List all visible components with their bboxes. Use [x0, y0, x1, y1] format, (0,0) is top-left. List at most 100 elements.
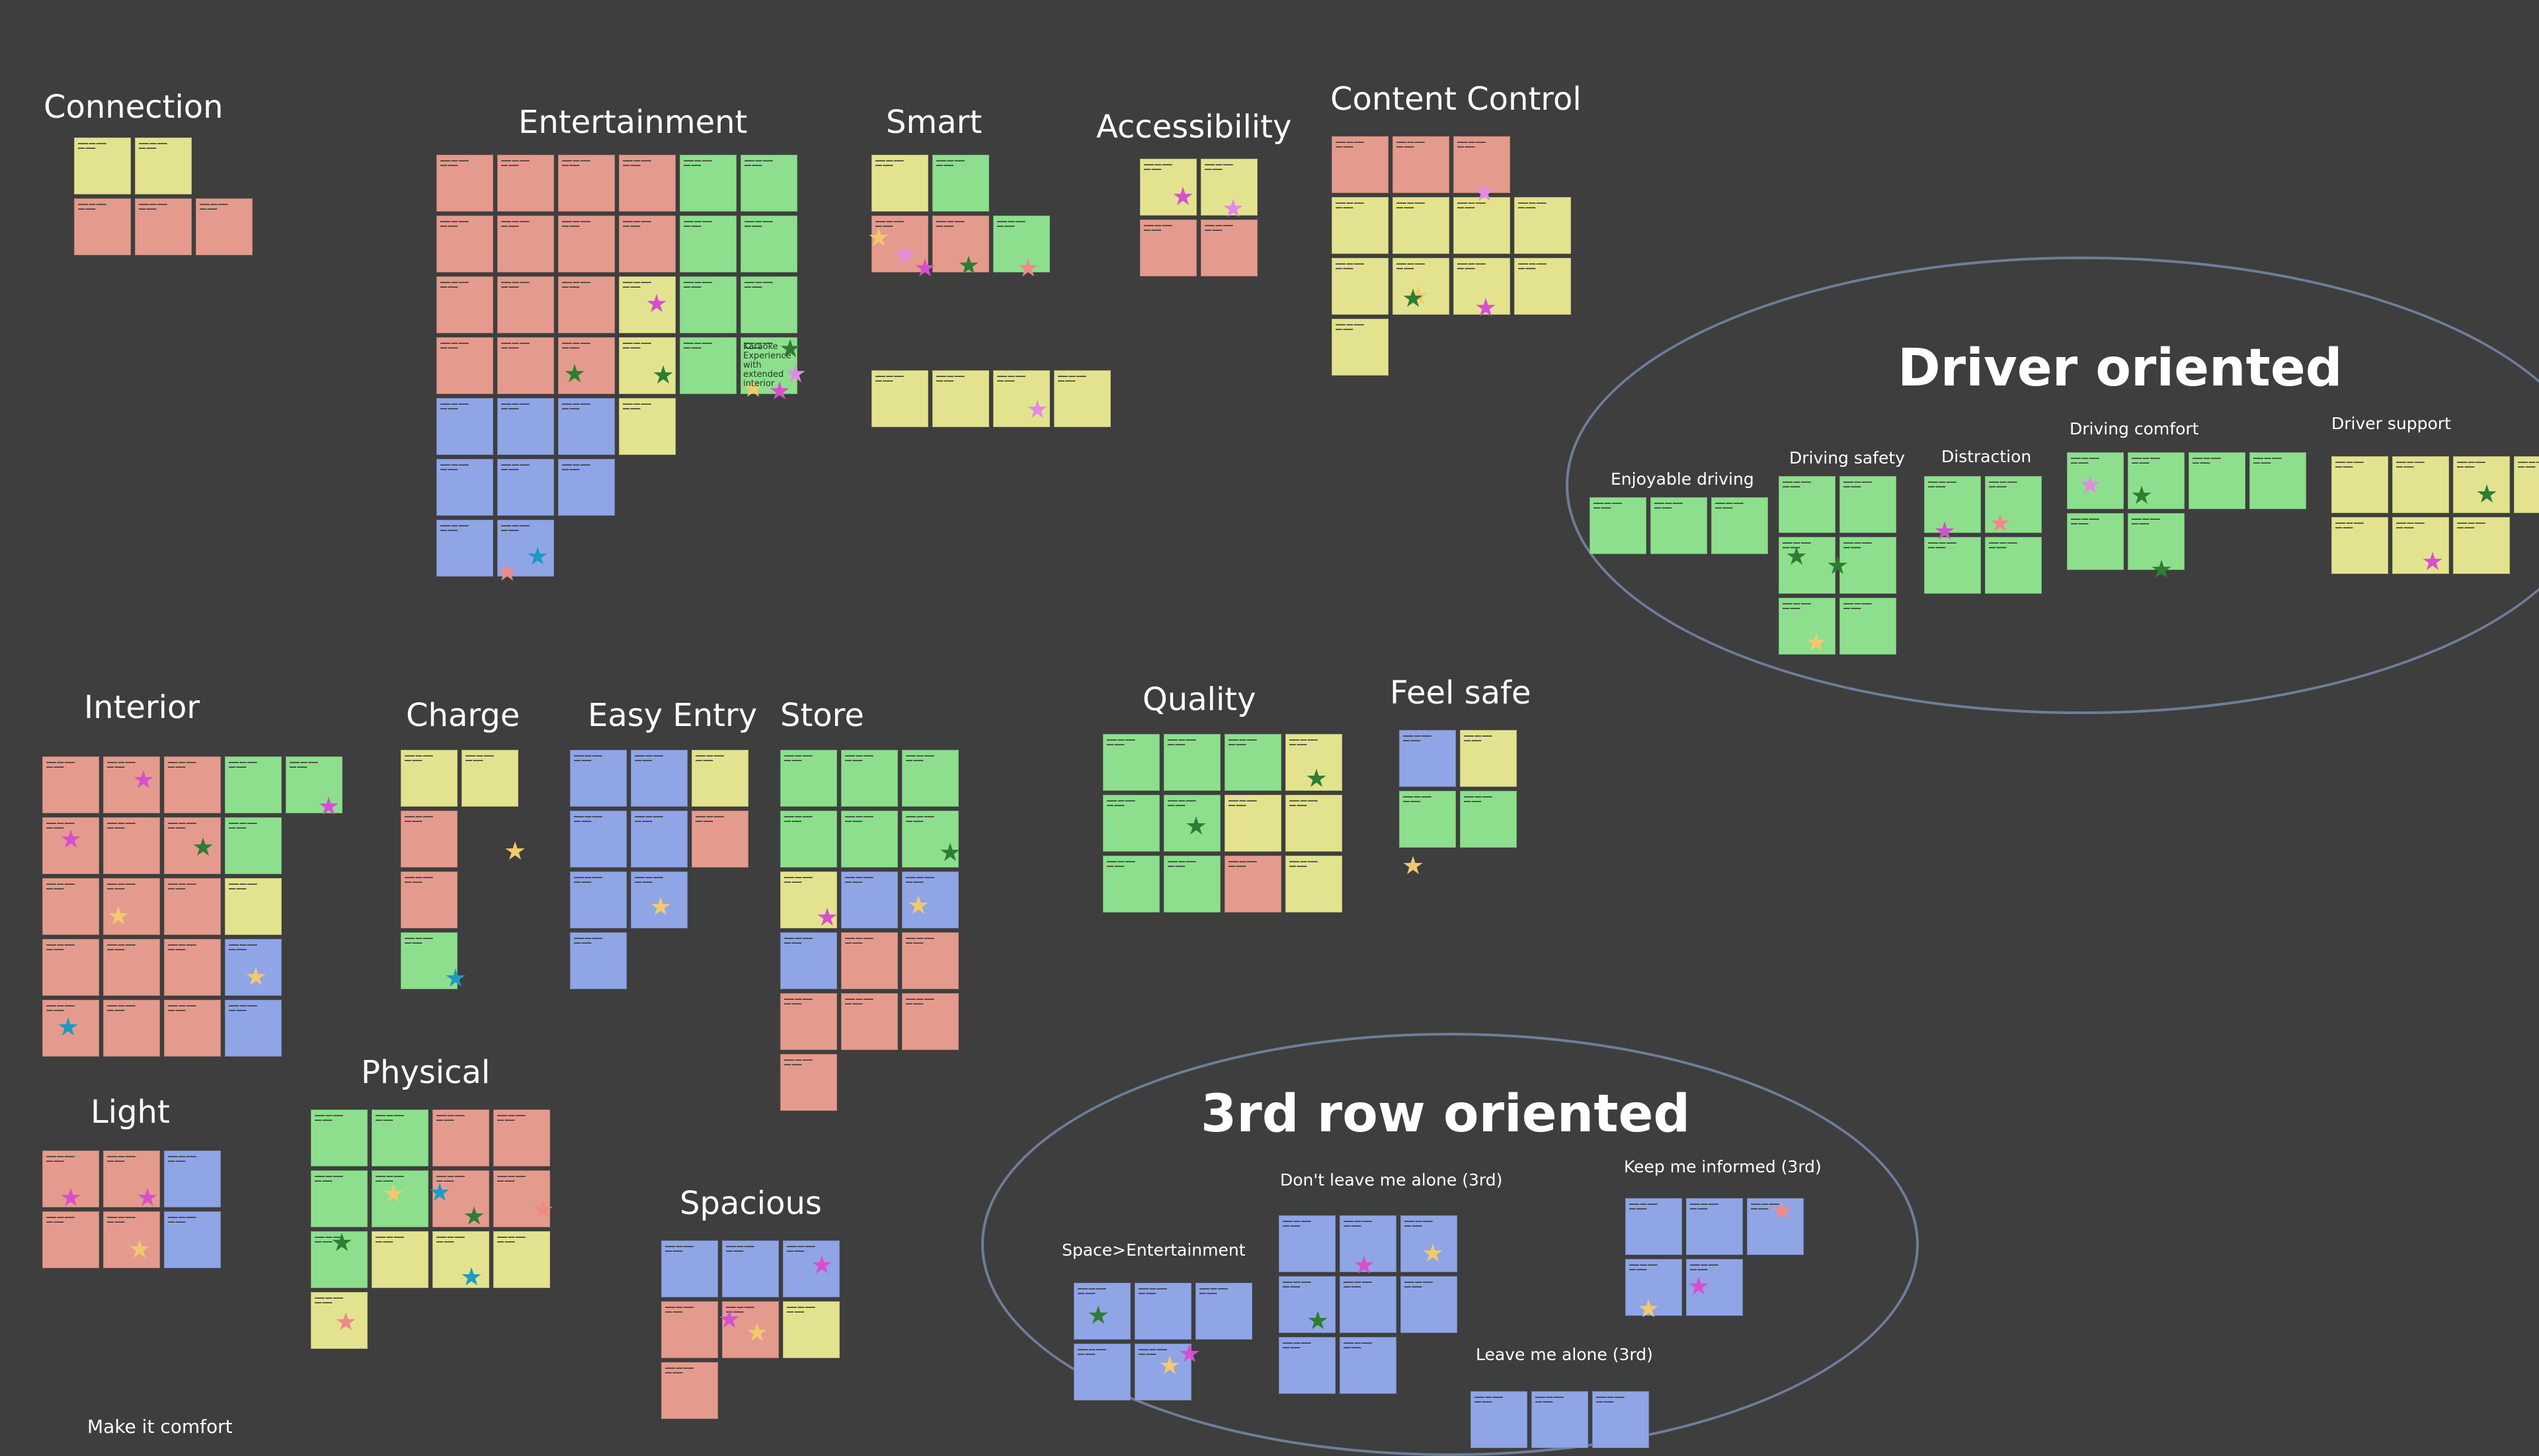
- interior-sticky-note[interactable]: ▬▬▬ ▬▬ ▬▬▬ ▬▬ ▬▬▬: [225, 878, 282, 935]
- light-sticky-note[interactable]: ▬▬▬ ▬▬ ▬▬▬ ▬▬ ▬▬▬: [103, 1211, 160, 1268]
- interior-sticky-note[interactable]: ▬▬▬ ▬▬ ▬▬▬ ▬▬ ▬▬▬: [103, 756, 160, 813]
- interior-sticky-note[interactable]: ▬▬▬ ▬▬ ▬▬▬ ▬▬ ▬▬▬: [225, 939, 282, 996]
- connection-sticky-note[interactable]: ▬▬▬ ▬▬ ▬▬▬ ▬▬ ▬▬▬: [135, 138, 192, 194]
- content-control-sticky-note[interactable]: ▬▬▬ ▬▬ ▬▬▬ ▬▬ ▬▬▬: [1514, 197, 1571, 254]
- third-dont-leave-sticky-note[interactable]: ▬▬▬ ▬▬ ▬▬▬ ▬▬ ▬▬▬: [1400, 1276, 1457, 1333]
- accessibility-sticky-note[interactable]: ▬▬▬ ▬▬ ▬▬▬ ▬▬ ▬▬▬: [1140, 159, 1197, 216]
- physical-sticky-note[interactable]: ▬▬▬ ▬▬ ▬▬▬ ▬▬ ▬▬▬: [311, 1231, 368, 1288]
- entertainment-sticky-note[interactable]: ▬▬▬ ▬▬ ▬▬▬ ▬▬ ▬▬▬: [436, 459, 493, 516]
- physical-sticky-note[interactable]: ▬▬▬ ▬▬ ▬▬▬ ▬▬ ▬▬▬: [311, 1170, 368, 1227]
- entertainment-sticky-note[interactable]: ▬▬▬ ▬▬ ▬▬▬ ▬▬ ▬▬▬: [558, 276, 615, 333]
- driver-support-sticky-note[interactable]: ▬▬▬ ▬▬ ▬▬▬▬▬ ▬▬▬: [2514, 456, 2539, 513]
- feel-safe-sticky-note[interactable]: ▬▬▬ ▬▬ ▬▬▬ ▬▬ ▬▬▬: [1460, 791, 1517, 848]
- content-control-sticky-note[interactable]: ▬▬▬ ▬▬ ▬▬▬ ▬▬ ▬▬▬: [1332, 136, 1389, 193]
- interior-sticky-note[interactable]: ▬▬▬ ▬▬ ▬▬▬ ▬▬ ▬▬▬: [164, 756, 221, 813]
- content-control-sticky-note[interactable]: ▬▬▬ ▬▬ ▬▬▬ ▬▬ ▬▬▬: [1332, 319, 1389, 376]
- interior-sticky-note[interactable]: ▬▬▬ ▬▬ ▬▬▬ ▬▬ ▬▬▬: [286, 756, 343, 813]
- store-sticky-note[interactable]: ▬▬▬ ▬▬ ▬▬▬ ▬▬ ▬▬▬: [780, 871, 837, 928]
- third-leave-alone-sticky-note[interactable]: ▬▬▬ ▬▬ ▬▬▬ ▬▬ ▬▬▬: [1471, 1391, 1527, 1448]
- entertainment-sticky-note[interactable]: ▬▬▬ ▬▬ ▬▬▬ ▬▬ ▬▬▬: [619, 337, 676, 394]
- quality-sticky-note[interactable]: ▬▬▬ ▬▬ ▬▬▬ ▬▬ ▬▬▬: [1285, 795, 1342, 852]
- driver-comfort-sticky-note[interactable]: ▬▬▬ ▬▬ ▬▬▬ ▬▬ ▬▬▬: [2067, 452, 2124, 509]
- light-sticky-note[interactable]: ▬▬▬ ▬▬ ▬▬▬ ▬▬ ▬▬▬: [103, 1151, 160, 1207]
- entertainment-sticky-note[interactable]: ▬▬▬ ▬▬ ▬▬▬ ▬▬ ▬▬▬: [436, 337, 493, 394]
- spacious-sticky-note[interactable]: ▬▬▬ ▬▬ ▬▬▬ ▬▬ ▬▬▬: [722, 1240, 779, 1297]
- quality-sticky-note[interactable]: ▬▬▬ ▬▬ ▬▬▬ ▬▬ ▬▬▬: [1285, 856, 1342, 912]
- quality-sticky-note[interactable]: ▬▬▬ ▬▬ ▬▬▬ ▬▬ ▬▬▬: [1164, 856, 1221, 912]
- quality-sticky-note[interactable]: ▬▬▬ ▬▬ ▬▬▬ ▬▬ ▬▬▬: [1103, 795, 1160, 852]
- store-sticky-note[interactable]: ▬▬▬ ▬▬ ▬▬▬ ▬▬ ▬▬▬: [841, 871, 898, 928]
- third-keep-informed-sticky-note[interactable]: ▬▬▬ ▬▬ ▬▬▬ ▬▬ ▬▬▬: [1747, 1198, 1804, 1255]
- third-dont-leave-sticky-note[interactable]: ▬▬▬ ▬▬ ▬▬▬ ▬▬ ▬▬▬: [1400, 1215, 1457, 1272]
- driver-comfort-sticky-note[interactable]: ▬▬▬ ▬▬ ▬▬▬ ▬▬ ▬▬▬: [2128, 452, 2185, 509]
- store-sticky-note[interactable]: ▬▬▬ ▬▬ ▬▬▬ ▬▬ ▬▬▬: [902, 811, 959, 868]
- smart-lower-sticky-note[interactable]: ▬▬▬ ▬▬ ▬▬▬ ▬▬ ▬▬▬: [932, 370, 989, 427]
- driver-safety-sticky-note[interactable]: ▬▬▬ ▬▬ ▬▬▬ ▬▬ ▬▬▬: [1839, 537, 1896, 594]
- physical-sticky-note[interactable]: ▬▬▬ ▬▬ ▬▬▬ ▬▬ ▬▬▬: [311, 1110, 368, 1166]
- content-control-sticky-note[interactable]: ▬▬▬ ▬▬ ▬▬▬ ▬▬ ▬▬▬: [1514, 258, 1571, 315]
- content-control-sticky-note[interactable]: ▬▬▬ ▬▬ ▬▬▬ ▬▬ ▬▬▬: [1453, 258, 1510, 315]
- third-dont-leave-sticky-note[interactable]: ▬▬▬ ▬▬ ▬▬▬ ▬▬ ▬▬▬: [1279, 1337, 1336, 1394]
- store-sticky-note[interactable]: ▬▬▬ ▬▬ ▬▬▬ ▬▬ ▬▬▬: [780, 993, 837, 1050]
- entertainment-sticky-note[interactable]: ▬▬▬ ▬▬ ▬▬▬ ▬▬ ▬▬▬: [680, 276, 737, 333]
- entertainment-sticky-note[interactable]: ▬▬▬ ▬▬ ▬▬▬ ▬▬ ▬▬▬: [436, 520, 493, 577]
- interior-sticky-note[interactable]: ▬▬▬ ▬▬ ▬▬▬ ▬▬ ▬▬▬: [164, 878, 221, 935]
- smart-sticky-note[interactable]: ▬▬▬ ▬▬ ▬▬▬ ▬▬ ▬▬▬: [871, 216, 928, 272]
- smart-lower-sticky-note[interactable]: ▬▬▬ ▬▬ ▬▬▬ ▬▬ ▬▬▬: [993, 370, 1050, 427]
- interior-sticky-note[interactable]: ▬▬▬ ▬▬ ▬▬▬ ▬▬ ▬▬▬: [225, 817, 282, 874]
- third-dont-leave-sticky-note[interactable]: ▬▬▬ ▬▬ ▬▬▬ ▬▬ ▬▬▬: [1279, 1276, 1336, 1333]
- driver-distraction-sticky-note[interactable]: ▬▬▬ ▬▬ ▬▬▬ ▬▬ ▬▬▬: [1985, 537, 2042, 594]
- entertainment-sticky-note[interactable]: ▬▬▬ ▬▬ ▬▬▬ ▬▬ ▬▬▬: [619, 398, 676, 455]
- driver-distraction-sticky-note[interactable]: ▬▬▬ ▬▬ ▬▬▬ ▬▬ ▬▬▬: [1924, 537, 1981, 594]
- entertainment-sticky-note[interactable]: ▬▬▬ ▬▬ ▬▬▬ ▬▬ ▬▬▬: [741, 216, 797, 272]
- driver-distraction-sticky-note[interactable]: ▬▬▬ ▬▬ ▬▬▬ ▬▬ ▬▬▬: [1924, 476, 1981, 533]
- interior-sticky-note[interactable]: ▬▬▬ ▬▬ ▬▬▬ ▬▬ ▬▬▬: [42, 939, 99, 996]
- physical-sticky-note[interactable]: ▬▬▬ ▬▬ ▬▬▬ ▬▬ ▬▬▬: [432, 1170, 489, 1227]
- entertainment-sticky-note[interactable]: ▬▬▬ ▬▬ ▬▬▬ ▬▬ ▬▬▬: [436, 276, 493, 333]
- quality-sticky-note[interactable]: ▬▬▬ ▬▬ ▬▬▬ ▬▬ ▬▬▬: [1103, 856, 1160, 912]
- interior-sticky-note[interactable]: ▬▬▬ ▬▬ ▬▬▬ ▬▬ ▬▬▬: [164, 939, 221, 996]
- easy-entry-sticky-note[interactable]: ▬▬▬ ▬▬ ▬▬▬ ▬▬ ▬▬▬: [570, 932, 627, 989]
- accessibility-sticky-note[interactable]: ▬▬▬ ▬▬ ▬▬▬ ▬▬ ▬▬▬: [1140, 220, 1197, 276]
- light-sticky-note[interactable]: ▬▬▬ ▬▬ ▬▬▬ ▬▬ ▬▬▬: [164, 1151, 221, 1207]
- smart-lower-sticky-note[interactable]: ▬▬▬ ▬▬ ▬▬▬ ▬▬ ▬▬▬: [1054, 370, 1111, 427]
- store-sticky-note[interactable]: ▬▬▬ ▬▬ ▬▬▬ ▬▬ ▬▬▬: [780, 750, 837, 807]
- physical-sticky-note[interactable]: ▬▬▬ ▬▬ ▬▬▬ ▬▬ ▬▬▬: [432, 1110, 489, 1166]
- driver-support-sticky-note[interactable]: ▬▬▬ ▬▬ ▬▬▬▬▬ ▬▬▬: [2453, 517, 2510, 574]
- easy-entry-sticky-note[interactable]: ▬▬▬ ▬▬ ▬▬▬ ▬▬ ▬▬▬: [631, 871, 688, 928]
- charge-sticky-note[interactable]: ▬▬▬ ▬▬ ▬▬▬ ▬▬ ▬▬▬: [401, 750, 458, 807]
- driver-safety-sticky-note[interactable]: ▬▬▬ ▬▬ ▬▬▬ ▬▬ ▬▬▬: [1839, 598, 1896, 655]
- third-space-entertainment-sticky-note[interactable]: ▬▬▬ ▬▬ ▬▬▬ ▬▬ ▬▬▬: [1135, 1283, 1191, 1340]
- driver-safety-sticky-note[interactable]: ▬▬▬ ▬▬ ▬▬▬ ▬▬ ▬▬▬: [1779, 598, 1835, 655]
- quality-sticky-note[interactable]: ▬▬▬ ▬▬ ▬▬▬ ▬▬ ▬▬▬: [1103, 734, 1160, 791]
- connection-sticky-note[interactable]: ▬▬▬ ▬▬ ▬▬▬ ▬▬ ▬▬▬: [74, 198, 131, 255]
- third-dont-leave-sticky-note[interactable]: ▬▬▬ ▬▬ ▬▬▬ ▬▬ ▬▬▬: [1340, 1276, 1396, 1333]
- entertainment-sticky-note[interactable]: ▬▬▬ ▬▬ ▬▬▬ ▬▬ ▬▬▬: [497, 520, 554, 577]
- driver-safety-sticky-note[interactable]: ▬▬▬ ▬▬ ▬▬▬ ▬▬ ▬▬▬: [1839, 476, 1896, 533]
- driver-safety-sticky-note[interactable]: ▬▬▬ ▬▬ ▬▬▬ ▬▬ ▬▬▬: [1779, 537, 1835, 594]
- feel-safe-sticky-note[interactable]: ▬▬▬ ▬▬ ▬▬▬ ▬▬ ▬▬▬: [1399, 791, 1456, 848]
- store-sticky-note[interactable]: ▬▬▬ ▬▬ ▬▬▬ ▬▬ ▬▬▬: [902, 932, 959, 989]
- driver-support-sticky-note[interactable]: ▬▬▬ ▬▬ ▬▬▬▬▬ ▬▬▬: [2392, 456, 2449, 513]
- interior-sticky-note[interactable]: ▬▬▬ ▬▬ ▬▬▬ ▬▬ ▬▬▬: [42, 878, 99, 935]
- interior-sticky-note[interactable]: ▬▬▬ ▬▬ ▬▬▬ ▬▬ ▬▬▬: [103, 1000, 160, 1057]
- charge-sticky-note[interactable]: ▬▬▬ ▬▬ ▬▬▬ ▬▬ ▬▬▬: [462, 750, 518, 807]
- entertainment-sticky-note[interactable]: ▬▬▬ ▬▬ ▬▬▬ ▬▬ ▬▬▬: [558, 155, 615, 212]
- easy-entry-sticky-note[interactable]: ▬▬▬ ▬▬ ▬▬▬ ▬▬ ▬▬▬: [631, 811, 688, 868]
- interior-sticky-note[interactable]: ▬▬▬ ▬▬ ▬▬▬ ▬▬ ▬▬▬: [164, 817, 221, 874]
- entertainment-sticky-note[interactable]: ▬▬▬ ▬▬ ▬▬▬ ▬▬ ▬▬▬: [558, 459, 615, 516]
- smart-sticky-note[interactable]: ▬▬▬ ▬▬ ▬▬▬ ▬▬ ▬▬▬: [871, 155, 928, 212]
- quality-sticky-note[interactable]: ▬▬▬ ▬▬ ▬▬▬ ▬▬ ▬▬▬: [1164, 795, 1221, 852]
- entertainment-sticky-note[interactable]: ▬▬▬ ▬▬ ▬▬▬ ▬▬ ▬▬▬: [741, 276, 797, 333]
- physical-sticky-note[interactable]: ▬▬▬ ▬▬ ▬▬▬ ▬▬ ▬▬▬: [372, 1110, 428, 1166]
- content-control-sticky-note[interactable]: ▬▬▬ ▬▬ ▬▬▬ ▬▬ ▬▬▬: [1392, 136, 1449, 193]
- store-sticky-note[interactable]: ▬▬▬ ▬▬ ▬▬▬ ▬▬ ▬▬▬: [841, 932, 898, 989]
- store-sticky-note[interactable]: ▬▬▬ ▬▬ ▬▬▬ ▬▬ ▬▬▬: [780, 932, 837, 989]
- content-control-sticky-note[interactable]: ▬▬▬ ▬▬ ▬▬▬ ▬▬ ▬▬▬: [1453, 197, 1510, 254]
- entertainment-sticky-note[interactable]: ▬▬▬ ▬▬ ▬▬▬ ▬▬ ▬▬▬: [497, 337, 554, 394]
- quality-sticky-note[interactable]: ▬▬▬ ▬▬ ▬▬▬ ▬▬ ▬▬▬: [1164, 734, 1221, 791]
- third-space-entertainment-sticky-note[interactable]: ▬▬▬ ▬▬ ▬▬▬ ▬▬ ▬▬▬: [1195, 1283, 1252, 1340]
- smart-lower-sticky-note[interactable]: ▬▬▬ ▬▬ ▬▬▬ ▬▬ ▬▬▬: [871, 370, 928, 427]
- third-dont-leave-sticky-note[interactable]: ▬▬▬ ▬▬ ▬▬▬ ▬▬ ▬▬▬: [1279, 1215, 1336, 1272]
- smart-sticky-note[interactable]: ▬▬▬ ▬▬ ▬▬▬ ▬▬ ▬▬▬: [932, 155, 989, 212]
